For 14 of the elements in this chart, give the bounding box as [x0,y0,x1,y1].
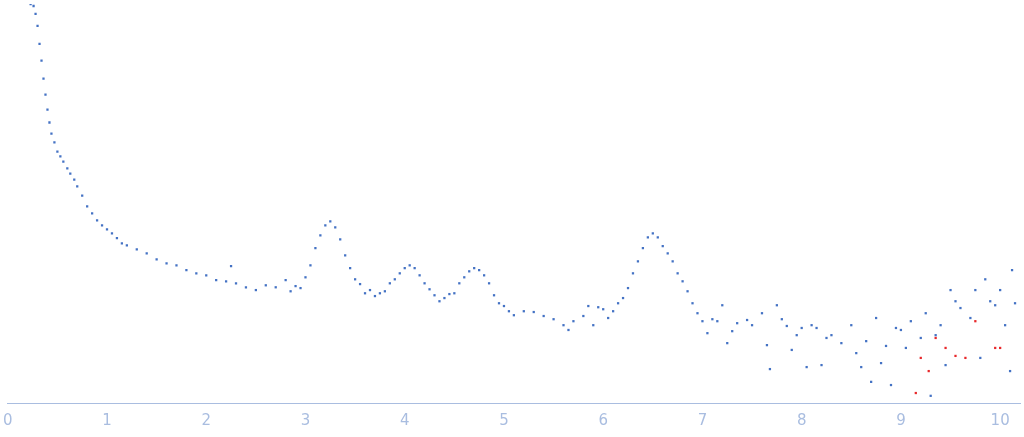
x-tick-label: 9 [896,410,906,429]
x-tick-label: 1 [102,410,112,429]
x-tick-label: 5 [499,410,509,429]
x-tick-label: 4 [399,410,410,429]
x-tick-label: 3 [300,410,311,429]
x-tick-label: 6 [598,410,608,429]
point [964,356,967,360]
point [944,346,947,350]
x-tick-label: 8 [796,410,807,429]
x-tick-label: 10 [990,410,1010,429]
point [954,354,957,358]
x-tick-label: 7 [697,410,708,429]
x-tick-label: 0 [3,410,13,429]
x-tick-label: 2 [201,410,212,429]
